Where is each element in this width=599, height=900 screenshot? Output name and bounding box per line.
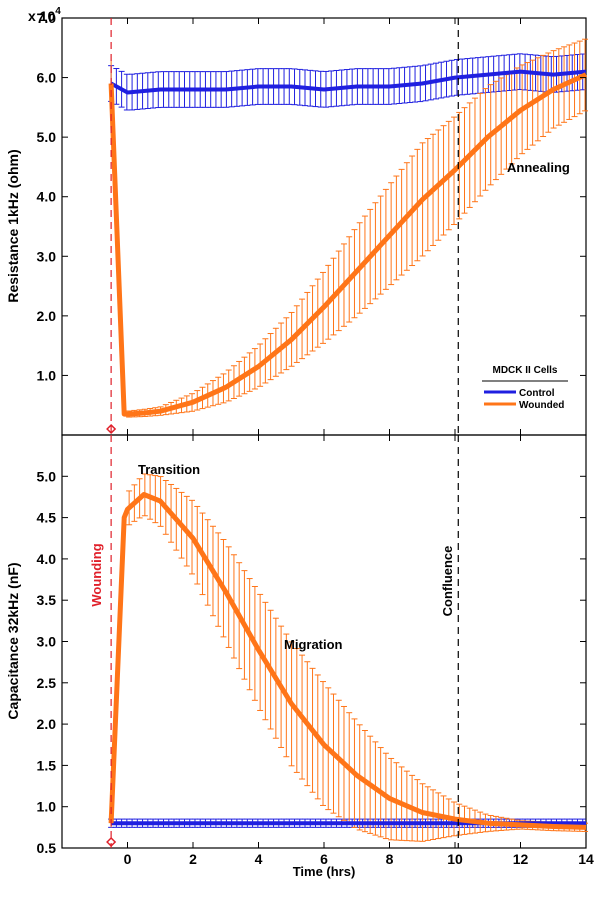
bottom-y-tick-label: 4.0 <box>37 551 57 567</box>
legend-title: MDCK II Cells <box>492 365 557 376</box>
annotation-migration: Migration <box>284 637 343 652</box>
legend: MDCK II Cells Control Wounded <box>482 365 568 411</box>
bottom-y-tick-label: 5.0 <box>37 468 57 484</box>
x-tick-label: 6 <box>320 851 328 867</box>
bottom-y-tick-label: 1.5 <box>37 757 57 773</box>
bottom-y-tick-label: 4.5 <box>37 510 57 526</box>
legend-label-control: Control <box>519 388 555 399</box>
top-y-tick-label: 1.0 <box>37 367 57 383</box>
top-series-control <box>110 69 587 95</box>
top-y-tick-label: 2.0 <box>37 308 57 324</box>
bottom-wounding-diamond <box>106 836 117 848</box>
wounding-label: Wounding <box>89 543 104 606</box>
top-y-tick-label: 3.0 <box>37 248 57 264</box>
x-tick-label: 4 <box>255 851 263 867</box>
x-tick-label: 12 <box>513 851 529 867</box>
bottom-y-tick-label: 3.0 <box>37 634 57 650</box>
bottom-y-axis-label: Capacitance 32kHz (nF) <box>5 562 21 719</box>
legend-label-wounded: Wounded <box>519 400 564 411</box>
bottom-y-tick-label: 2.0 <box>37 716 57 732</box>
top-wounding-diamond <box>106 423 117 435</box>
x-tick-label: 0 <box>124 851 132 867</box>
bottom-y-tick-label: 0.5 <box>37 840 57 856</box>
annotation-transition: Transition <box>138 462 200 477</box>
top-y-tick-label: 6.0 <box>37 70 57 86</box>
x-tick-label: 10 <box>447 851 463 867</box>
bottom-series-wounded <box>108 492 587 830</box>
annotation-annealing: Annealing <box>507 160 570 175</box>
bottom-y-tick-label: 2.5 <box>37 675 57 691</box>
y-multiplier: x 104 <box>28 6 61 24</box>
top-series-wounded <box>108 72 588 417</box>
confluence-label: Confluence <box>440 546 455 617</box>
top-y-axis-label: Resistance 1kHz (ohm) <box>5 149 21 302</box>
top-y-tick-label: 5.0 <box>37 129 57 145</box>
bottom-y-tick-label: 3.5 <box>37 592 57 608</box>
x-tick-label: 8 <box>386 851 394 867</box>
top-y-tick-label: 4.0 <box>37 189 57 205</box>
bottom-y-tick-label: 1.0 <box>37 799 57 815</box>
top-y-tick-label: 7.0 <box>37 10 57 26</box>
x-axis-label: Time (hrs) <box>293 864 356 879</box>
x-tick-label: 2 <box>189 851 197 867</box>
x-tick-label: 14 <box>578 851 594 867</box>
